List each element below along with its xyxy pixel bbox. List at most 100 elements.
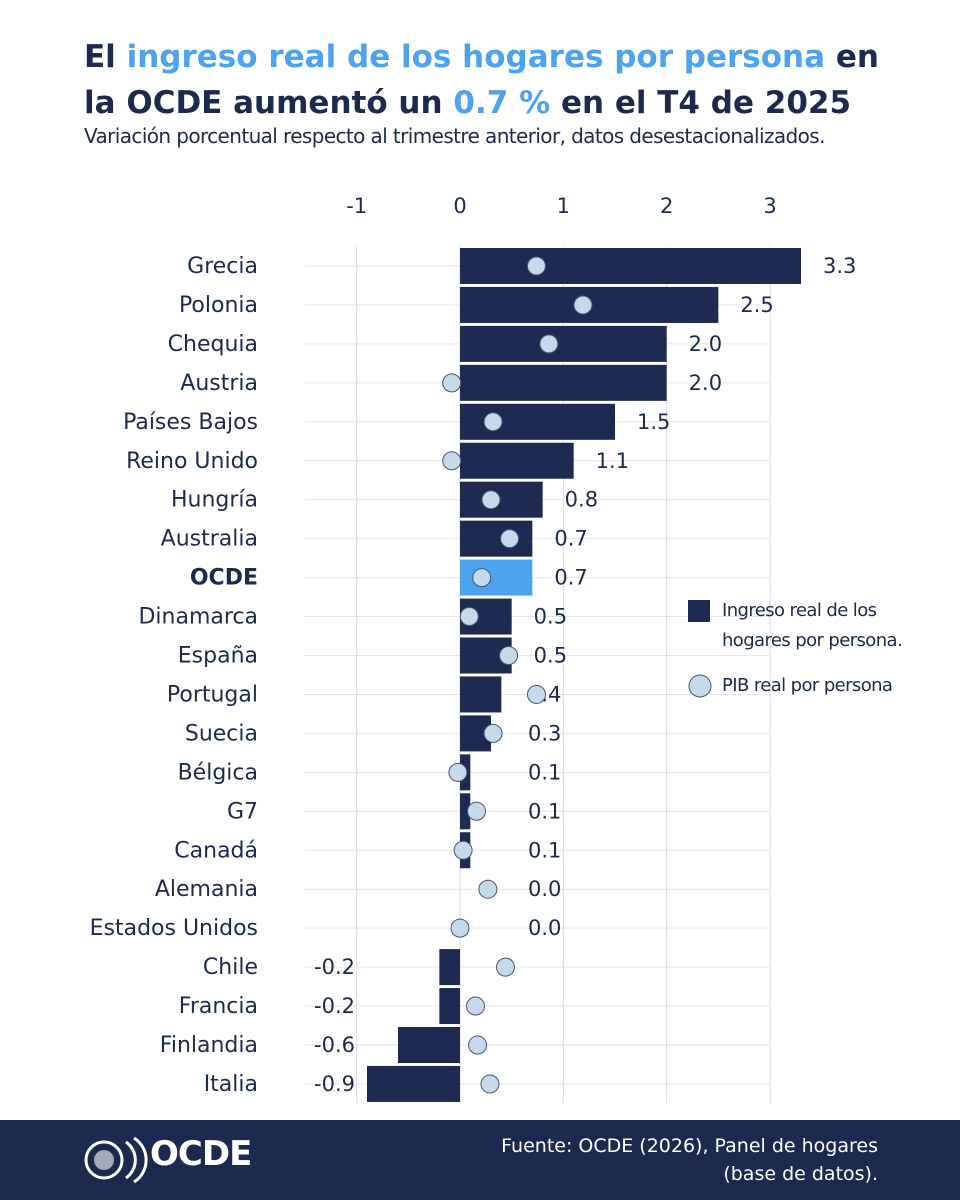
value-label: 2.5 [740, 293, 773, 317]
category-label: Italia [204, 1072, 258, 1097]
bar [460, 325, 667, 362]
category-label: Hungría [171, 488, 258, 513]
x-tick-label: 1 [557, 194, 570, 218]
category-label: Reino Unido [126, 449, 258, 474]
value-label: 0.5 [534, 644, 567, 668]
source-line: (base de datos). [723, 1163, 878, 1185]
dot [495, 957, 515, 977]
value-label: 0.3 [528, 721, 561, 745]
bar [460, 793, 471, 830]
dot [500, 529, 520, 549]
title-highlight: 0.7 % [453, 85, 551, 121]
title-text: en el T4 de 2025 [550, 85, 852, 121]
category-label: Dinamarca [138, 605, 258, 630]
category-label: Canadá [174, 838, 258, 863]
value-label: 0.7 [554, 566, 587, 590]
x-tick-label: 3 [763, 194, 776, 218]
category-label: Alemania [155, 877, 258, 902]
footer: OCDE Fuente: OCDE (2026), Panel de hogar… [0, 1120, 960, 1200]
category-label: G7 [227, 799, 258, 824]
bar [460, 520, 533, 557]
dot [467, 801, 487, 821]
title-highlight: ingreso real de los hogares por persona [126, 39, 826, 75]
value-label: -0.9 [314, 1072, 355, 1096]
value-label: -0.6 [314, 1033, 355, 1057]
category-label: Estados Unidos [90, 916, 258, 941]
logo-text: OCDE [150, 1134, 252, 1174]
value-label: 0.8 [565, 488, 598, 512]
dot [468, 1035, 488, 1055]
dot [481, 490, 501, 510]
dot [466, 996, 485, 1016]
category-label: Polonia [179, 293, 258, 318]
category-label: Portugal [167, 682, 258, 707]
bar [398, 1027, 460, 1063]
category-label: Finlandia [160, 1033, 258, 1058]
title-text: en la OCDE aumentó un [84, 39, 879, 121]
legend-swatch [688, 674, 712, 698]
title-text: El [84, 39, 127, 75]
dot [480, 1074, 500, 1094]
value-label: 0.1 [528, 838, 561, 862]
legend-swatch [688, 600, 710, 622]
value-label: 3.3 [823, 254, 856, 278]
chart: -1 0 1 2 3 Grecia 3.3 Polonia 2.5 Chequia 2.0 Austr… [90, 194, 856, 1104]
category-label: Francia [179, 994, 258, 1019]
category-label: Australia [161, 527, 258, 552]
dot [472, 568, 492, 588]
bar [460, 442, 574, 479]
x-tick-label: 0 [453, 194, 466, 218]
dot [526, 684, 546, 704]
bar [439, 949, 460, 986]
value-label: 0.7 [554, 527, 587, 551]
category-label: España [178, 644, 258, 669]
bar [460, 559, 533, 596]
dot [448, 762, 468, 782]
value-label: 0.0 [528, 916, 561, 940]
value-label: 1.5 [637, 410, 670, 434]
category-label: Países Bajos [123, 410, 258, 435]
source-line: Fuente: OCDE (2026), Panel de hogares [501, 1135, 878, 1157]
bar [367, 1065, 460, 1102]
dot [478, 879, 498, 899]
value-label: 1.1 [596, 449, 629, 473]
source: Fuente: OCDE (2026), Panel de hogares (ba… [501, 1132, 878, 1188]
bar [460, 403, 615, 440]
dot [442, 451, 462, 471]
logo-icon [84, 1136, 148, 1184]
value-label: 2.0 [689, 371, 722, 395]
bar [439, 988, 460, 1025]
value-label: 2.0 [689, 332, 722, 356]
value-label: 0.0 [528, 877, 561, 901]
dot [483, 412, 503, 432]
category-label: Bélgica [178, 760, 258, 785]
dot [573, 295, 593, 315]
value-label: -0.2 [314, 955, 355, 979]
dot [499, 646, 519, 665]
value-label: 0.1 [528, 799, 561, 823]
bar [460, 248, 801, 284]
bar [460, 481, 543, 518]
dot [450, 918, 470, 938]
legend-label: PIB real por persona [722, 675, 893, 696]
x-tick-label: -1 [346, 194, 367, 218]
value-label: 0.5 [534, 605, 567, 629]
category-label: OCDE [190, 566, 258, 591]
dot [453, 840, 473, 860]
legend-label: Ingreso real de los hogares por persona. [722, 600, 903, 651]
category-label: Grecia [187, 254, 258, 279]
dot [539, 334, 559, 354]
dot [526, 256, 546, 276]
category-label: Chile [203, 955, 258, 980]
category-label: Austria [180, 371, 258, 396]
bar [460, 364, 667, 401]
subtitle: Variación porcentual respecto al trimest… [84, 124, 825, 148]
dot [459, 607, 479, 627]
title: El ingreso real de los hogares por perso… [84, 34, 914, 126]
category-label: Suecia [185, 721, 258, 746]
value-label: -0.2 [314, 994, 355, 1018]
dot [442, 373, 462, 393]
dot [483, 723, 503, 743]
x-tick-label: 2 [660, 194, 673, 218]
